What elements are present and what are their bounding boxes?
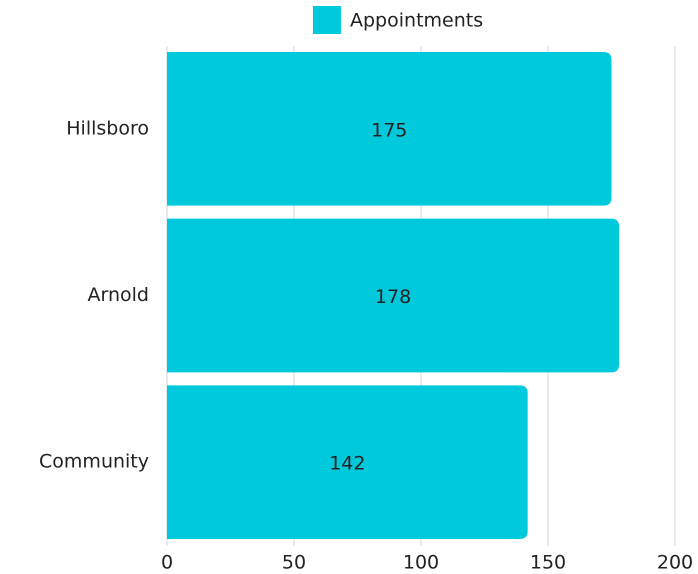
data-label: 142 [329, 453, 365, 475]
bar [167, 52, 612, 206]
data-label: 178 [375, 286, 411, 308]
x-tick-label: 200 [657, 552, 693, 574]
y-tick-label: Arnold [88, 284, 149, 306]
x-tick-label: 150 [530, 552, 566, 574]
legend-swatch [313, 6, 341, 34]
x-tick-label: 0 [161, 552, 173, 574]
bar [167, 218, 620, 373]
bar [167, 385, 528, 539]
data-label: 175 [371, 119, 407, 141]
legend-label: Appointments [350, 10, 483, 32]
y-tick-label: Hillsboro [66, 117, 149, 139]
x-tick-label: 100 [403, 552, 439, 574]
y-tick-label: Community [39, 451, 149, 473]
x-tick-label: 50 [282, 552, 306, 574]
